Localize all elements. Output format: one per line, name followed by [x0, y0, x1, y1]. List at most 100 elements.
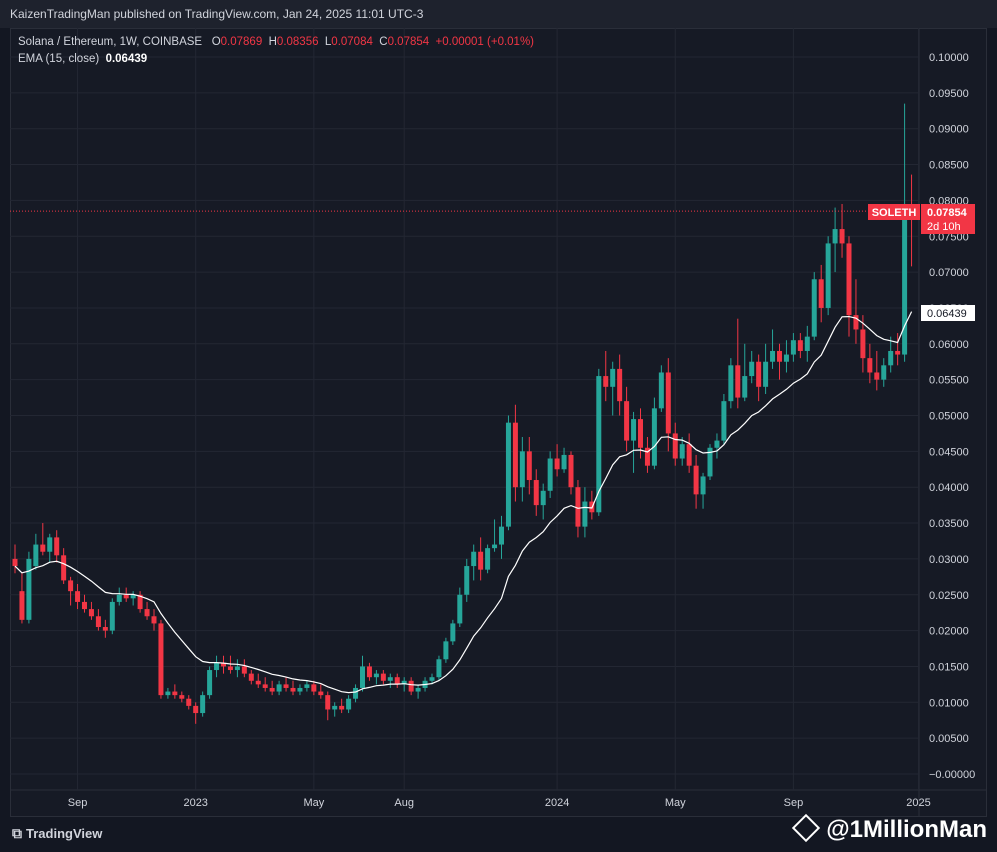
- candle-body: [373, 673, 379, 678]
- candle-body: [867, 358, 873, 373]
- candle-body: [165, 691, 171, 696]
- price-tags: SOLETH 0.07854 2d 10h 0.06439: [868, 204, 975, 321]
- candle-body: [763, 361, 769, 387]
- candle-body: [311, 684, 317, 692]
- candle-body: [401, 680, 407, 685]
- last-price-tag: 0.07854: [927, 207, 968, 219]
- candle-body: [895, 350, 901, 355]
- candle-body: [874, 372, 880, 380]
- candle-body: [478, 551, 484, 570]
- y-axis: 0.100000.095000.090000.085000.080000.075…: [929, 52, 975, 781]
- x-tick-label: May: [303, 797, 324, 809]
- candle-body: [902, 209, 908, 355]
- candle-body: [797, 340, 803, 351]
- candle-body: [881, 365, 887, 380]
- candle-body: [290, 687, 296, 692]
- candle-body: [505, 422, 511, 527]
- candle-body: [158, 623, 164, 696]
- y-tick-label: 0.08500: [929, 160, 969, 172]
- y-tick-label: 0.04000: [929, 482, 969, 494]
- candle-body: [853, 315, 859, 330]
- x-tick-label: 2023: [183, 797, 207, 809]
- tradingview-brand: TradingView: [26, 826, 103, 841]
- x-tick-label: Sep: [784, 797, 804, 809]
- x-tick-label: Aug: [394, 797, 414, 809]
- candle-body: [19, 591, 25, 620]
- candle-body: [721, 401, 727, 441]
- candle-body: [679, 444, 685, 459]
- open-label: O: [211, 36, 221, 48]
- candle-body: [283, 684, 289, 688]
- candle-body: [151, 616, 157, 624]
- change-value: +0.00001 (+0.01%): [435, 36, 535, 48]
- y-tick-label: 0.00500: [929, 733, 969, 745]
- candle-body: [332, 705, 338, 710]
- candle-body: [533, 480, 539, 506]
- candle-body: [665, 372, 671, 434]
- candle-body: [728, 365, 734, 402]
- candle-body: [811, 279, 817, 337]
- candle-body: [387, 677, 393, 681]
- candle-body: [617, 368, 623, 402]
- candle-body: [450, 623, 456, 642]
- ema-legend: EMA (15, close) 0.06439: [18, 53, 147, 65]
- candle-body: [12, 558, 18, 567]
- close-label: C: [379, 36, 388, 48]
- candle-body: [54, 537, 60, 556]
- candle-body: [297, 687, 303, 692]
- y-tick-label: 0.01500: [929, 661, 969, 673]
- candle-body: [366, 666, 372, 678]
- y-tick-label: 0.02000: [929, 626, 969, 638]
- candle-body: [818, 279, 824, 308]
- candle-body: [255, 680, 261, 685]
- x-tick-label: 2025: [906, 797, 930, 809]
- candle-body: [839, 229, 845, 244]
- candle-body: [582, 501, 588, 527]
- y-tick-label: 0.04500: [929, 446, 969, 458]
- candle-body: [40, 544, 46, 552]
- candle-body: [88, 609, 94, 617]
- watermark: @1MillionMan: [792, 813, 987, 844]
- candle-body: [700, 476, 706, 495]
- grid: [10, 28, 987, 817]
- candle-body: [353, 687, 359, 699]
- candle-body: [471, 551, 477, 567]
- ema-tag-bg: [921, 305, 975, 321]
- candle-body: [116, 594, 122, 602]
- y-tick-label: 0.05500: [929, 375, 969, 387]
- candle-body: [408, 680, 414, 692]
- candle-body: [638, 419, 643, 448]
- candle-body: [130, 594, 136, 599]
- candle-body: [832, 229, 838, 244]
- candle-body: [658, 372, 664, 409]
- candle-body: [200, 695, 206, 714]
- candle-body: [825, 243, 831, 308]
- candle-body: [512, 422, 518, 488]
- candle-body: [33, 544, 39, 567]
- candle-body: [26, 558, 32, 620]
- footer: [0, 818, 997, 852]
- candle-body: [603, 376, 609, 387]
- candle-body: [860, 329, 866, 359]
- symbol-tag: SOLETH: [872, 207, 917, 219]
- chart-panel[interactable]: [10, 28, 987, 817]
- tradingview-logo[interactable]: ⧉ TradingView: [12, 825, 102, 842]
- candle-body: [672, 433, 678, 459]
- last-price-tag-bg: [921, 204, 975, 234]
- candle-body: [415, 687, 421, 692]
- y-tick-label: 0.01000: [929, 697, 969, 709]
- binance-icon: [792, 813, 821, 842]
- candle-body: [95, 616, 101, 628]
- y-tick-label: 0.09000: [929, 124, 969, 136]
- y-tick-label: 0.09500: [929, 88, 969, 100]
- candle-body: [137, 594, 143, 610]
- candle-body: [193, 705, 199, 714]
- candle-body: [519, 451, 525, 488]
- candle-body: [575, 487, 581, 527]
- candle-body: [221, 662, 226, 667]
- candle-body: [526, 451, 532, 481]
- candle-body: [172, 691, 178, 696]
- y-tick-label: 0.07000: [929, 267, 969, 279]
- candle-body: [68, 580, 74, 592]
